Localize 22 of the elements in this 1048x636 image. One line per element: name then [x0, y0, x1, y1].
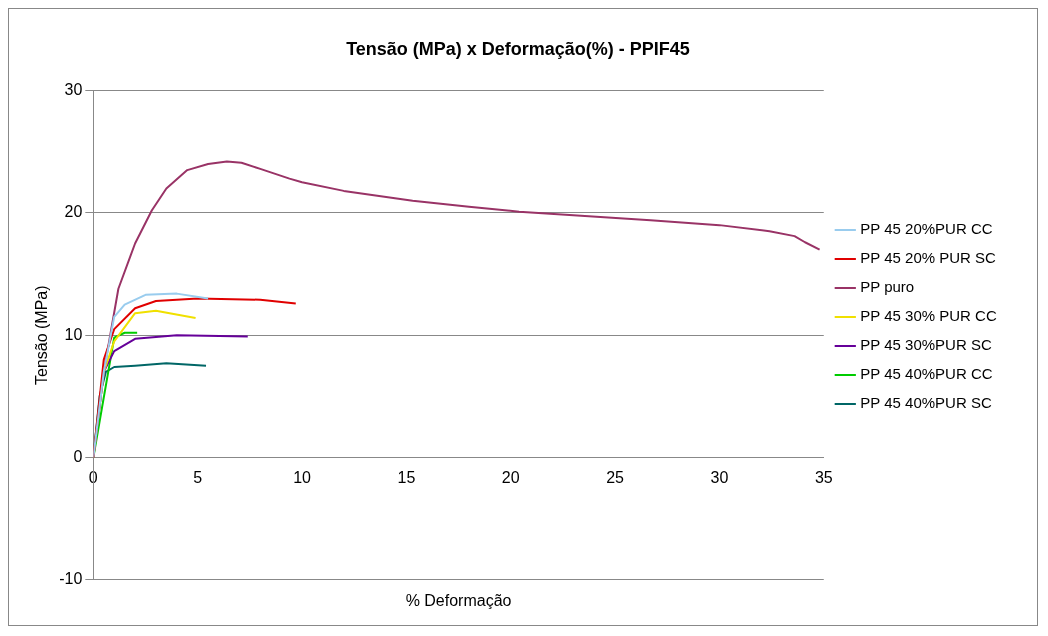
y-axis-title: Tensão (MPa)	[33, 285, 51, 385]
x-tick-label: 20	[501, 468, 520, 486]
legend-label: PP 45 20%PUR CC	[860, 220, 993, 238]
y-tick-label: 20	[64, 203, 83, 221]
legend-label: PP 45 40%PUR SC	[860, 394, 992, 412]
x-axis-title: % Deformação	[405, 591, 512, 609]
y-tick-label: 0	[73, 447, 83, 465]
x-tick-label: 25	[606, 468, 625, 486]
x-tick-label: 15	[397, 468, 416, 486]
legend-label: PP 45 20% PUR SC	[860, 249, 997, 267]
y-tick-label: -10	[59, 570, 83, 588]
x-tick-label: 5	[193, 468, 203, 486]
y-tick-label: 10	[64, 325, 83, 343]
chart-title: Tensão (MPa) x Deformação(%) - PPIF45	[346, 38, 690, 59]
y-tick-label: 30	[64, 81, 83, 99]
x-tick-label: 35	[814, 468, 833, 486]
x-tick-label: 10	[293, 468, 312, 486]
legend-label: PP 45 40%PUR CC	[860, 365, 993, 383]
legend-label: PP 45 30%PUR SC	[860, 336, 992, 354]
legend-label: PP 45 30% PUR CC	[860, 307, 997, 325]
legend-label: PP puro	[860, 278, 915, 296]
x-tick-label: 30	[710, 468, 729, 486]
